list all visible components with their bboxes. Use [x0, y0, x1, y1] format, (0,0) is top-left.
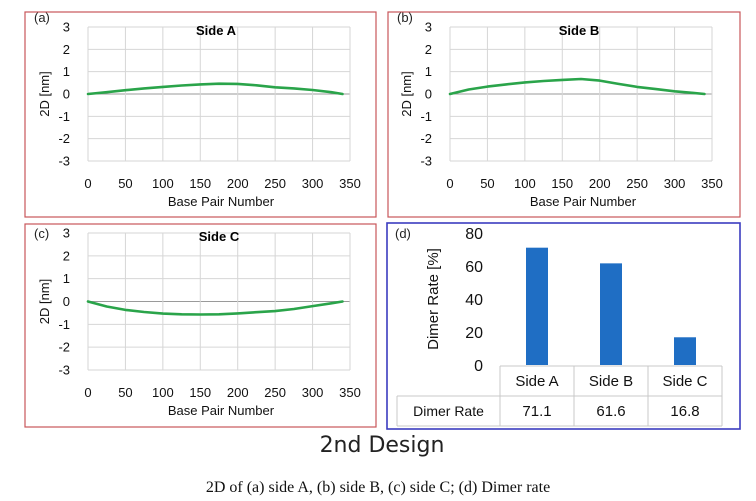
x-tick-label: 50 — [118, 176, 132, 191]
x-axis-label: Base Pair Number — [530, 194, 637, 209]
y-tick-label: 3 — [425, 20, 432, 35]
x-tick-label: 250 — [264, 176, 286, 191]
y-axis-label: 2D [nm] — [37, 71, 52, 117]
x-tick-label: 300 — [302, 176, 324, 191]
y-tick-label: -2 — [58, 340, 70, 355]
category-label: Side C — [662, 373, 707, 390]
panel-c-frame — [24, 223, 377, 428]
x-tick-label: 300 — [302, 385, 324, 400]
y-tick-label: -2 — [58, 131, 70, 146]
chart-side-b: 3 2 1 0 -1 -2 -3 0 50 100 150 200 250 300 350 (b) Side B… — [397, 10, 723, 209]
x-tick-label: 250 — [264, 385, 286, 400]
y-tick-label: 2 — [63, 248, 70, 263]
y-tick-label: -1 — [420, 109, 432, 124]
y-axis-label: 2D [nm] — [37, 279, 52, 325]
figure-caption: 2D of (a) side A, (b) side B, (c) side C… — [206, 479, 550, 496]
y-tick-label: 60 — [465, 259, 483, 276]
x-tick-label: 200 — [589, 176, 611, 191]
panel-label: (c) — [34, 226, 49, 241]
y-tick-label: 3 — [63, 226, 70, 241]
x-tick-label: 0 — [84, 176, 91, 191]
x-tick-label: 150 — [551, 176, 573, 191]
x-tick-label: 350 — [339, 385, 361, 400]
y-tick-label: 80 — [465, 226, 483, 243]
y-tick-label: 3 — [63, 20, 70, 35]
panel-label: (d) — [395, 226, 411, 241]
y-axis-label: 2D [nm] — [399, 71, 414, 117]
y-tick-label: 0 — [425, 87, 432, 102]
table-cell: 61.6 — [596, 403, 625, 420]
y-tick-label: 2 — [425, 42, 432, 57]
y-tick-label: 1 — [63, 271, 70, 286]
chart-dimer-rate: (d) 0 20 40 60 80 Dimer Rate [%] Side A Side B Si… — [395, 226, 723, 427]
x-tick-label: 350 — [339, 176, 361, 191]
panel-title: Side A — [196, 23, 237, 38]
series-line — [448, 77, 706, 96]
y-tick-label: 1 — [63, 64, 70, 79]
series-line — [86, 82, 344, 96]
design-title: 2nd Design — [320, 433, 445, 458]
x-tick-label: 0 — [84, 385, 91, 400]
panel-label: (a) — [34, 10, 50, 25]
y-tick-label: 20 — [465, 325, 483, 342]
x-axis-label: Base Pair Number — [168, 403, 275, 418]
x-tick-label: 200 — [227, 176, 249, 191]
table-cell: 71.1 — [522, 403, 551, 420]
y-tick-label: -1 — [58, 317, 70, 332]
x-tick-label: 150 — [189, 176, 211, 191]
y-tick-label: -2 — [420, 131, 432, 146]
y-tick-label: -3 — [58, 154, 70, 169]
y-tick-label: 0 — [63, 294, 70, 309]
y-tick-label: -1 — [58, 109, 70, 124]
y-tick-label: 1 — [425, 64, 432, 79]
y-tick-label: 0 — [474, 358, 483, 375]
category-label: Side B — [589, 373, 633, 390]
x-tick-label: 50 — [480, 176, 494, 191]
panel-title: Side B — [559, 23, 599, 38]
bar-3 — [674, 337, 696, 365]
x-tick-label: 200 — [227, 385, 249, 400]
bar-1 — [526, 247, 548, 365]
panel-title: Side C — [199, 229, 240, 244]
panel-label: (b) — [397, 10, 413, 25]
x-tick-label: 0 — [446, 176, 453, 191]
x-tick-label: 50 — [118, 385, 132, 400]
chart-side-a: 3 2 1 0 -1 -2 -3 0 50 100 150 200 250 300 350 (a) Side A… — [34, 10, 361, 209]
x-tick-label: 100 — [152, 176, 174, 191]
x-tick-label: 100 — [514, 176, 536, 191]
y-tick-label: 0 — [63, 87, 70, 102]
panel-b-frame — [387, 11, 741, 218]
y-tick-label: 2 — [63, 42, 70, 57]
x-tick-label: 300 — [664, 176, 686, 191]
panel-d-frame — [386, 222, 741, 430]
y-axis-label: Dimer Rate [%] — [425, 248, 442, 350]
x-tick-label: 150 — [189, 385, 211, 400]
category-label: Side A — [515, 373, 558, 390]
panel-a-frame — [24, 11, 377, 218]
chart-side-c: 3 2 1 0 -1 -2 -3 0 50 100 150 200 250 300 350 (c) Side C… — [34, 226, 361, 419]
x-tick-label: 350 — [701, 176, 723, 191]
bar-2 — [600, 263, 622, 365]
table-row-header: Dimer Rate — [413, 403, 484, 419]
y-tick-label: -3 — [58, 363, 70, 378]
series-line — [86, 300, 344, 316]
x-tick-label: 100 — [152, 385, 174, 400]
x-tick-label: 250 — [626, 176, 648, 191]
table-cell: 16.8 — [670, 403, 699, 420]
y-tick-label: -3 — [420, 154, 432, 169]
y-tick-label: 40 — [465, 292, 483, 309]
x-axis-label: Base Pair Number — [168, 194, 275, 209]
